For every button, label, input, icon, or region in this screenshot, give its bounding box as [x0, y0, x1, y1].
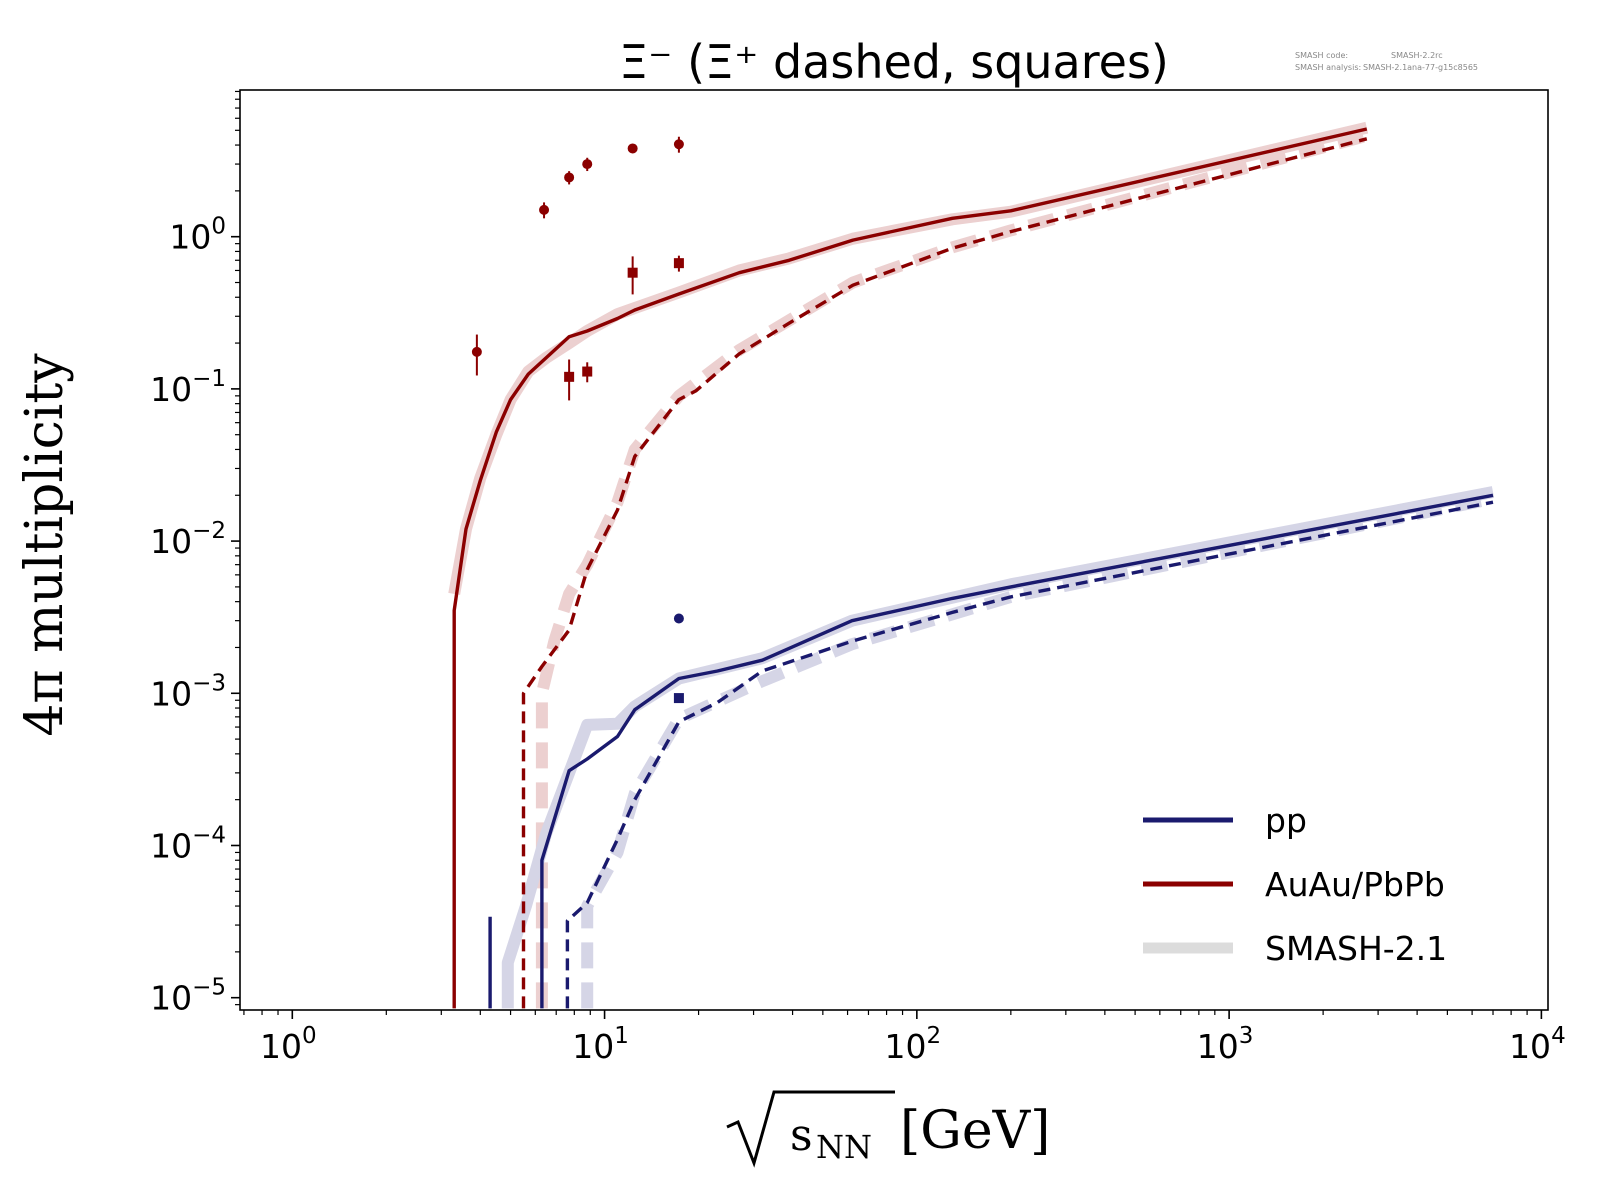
model-lines: [452, 127, 1494, 1009]
data-point-circle: [673, 139, 684, 150]
data-point-circle: [539, 204, 550, 215]
x-axis-title-variable: s: [790, 1110, 813, 1161]
radical-sign: [726, 1090, 895, 1168]
plot-area: [448, 121, 1495, 1009]
smash-analysis-label: SMASH analysis:: [1295, 63, 1361, 72]
x-axis-title: s NN [GeV]: [726, 1090, 1050, 1168]
x-tick-label: 102: [885, 1023, 942, 1066]
smash-code-value: SMASH-2.2rc: [1391, 51, 1443, 60]
data-point-circle: [673, 613, 684, 624]
smash-code-label: SMASH code:: [1295, 51, 1348, 60]
data-point-circle: [564, 172, 575, 183]
legend-label-smash: SMASH-2.1: [1265, 929, 1447, 968]
legend-label-pp: pp: [1265, 801, 1307, 840]
legend: pp AuAu/PbPb SMASH-2.1: [1143, 801, 1447, 968]
y-tick-label: 10−2: [150, 518, 226, 561]
y-axis-title: 4π multiplicity: [15, 353, 75, 737]
x-tick-label: 100: [260, 1023, 317, 1066]
series-line-1: [521, 137, 1368, 1009]
data-point-square: [582, 366, 593, 377]
data-point-square: [673, 258, 684, 269]
series-line-0: [452, 127, 1368, 1009]
data-point-square: [627, 267, 638, 278]
chart-title: Ξ⁻ (Ξ⁺ dashed, squares): [619, 35, 1169, 89]
x-tick-label: 103: [1197, 1023, 1254, 1066]
data-point-square: [673, 693, 684, 704]
smash-analysis-value: SMASH-2.1ana-77-g15c8565: [1363, 63, 1478, 72]
smash-band-0: [448, 121, 1369, 595]
y-tick-label: 10−3: [150, 670, 226, 713]
smash-band-1: [535, 130, 1369, 1009]
x-tick-label: 101: [572, 1023, 629, 1066]
data-point-square: [564, 371, 575, 382]
y-tick-label: 10−4: [150, 822, 226, 865]
x-tick-label: 104: [1509, 1023, 1566, 1066]
data-point-circle: [627, 143, 638, 154]
y-tick-label: 10−1: [150, 366, 226, 409]
data-point-circle: [471, 346, 482, 357]
plot-frame: [239, 89, 1549, 1011]
data-point-circle: [582, 159, 593, 170]
series-line-2: [540, 493, 1494, 1009]
legend-label-auau: AuAu/PbPb: [1265, 865, 1445, 904]
x-axis-title-subscript: NN: [816, 1128, 872, 1166]
y-tick-label: 100: [169, 214, 226, 257]
y-tick-label: 10−5: [150, 975, 226, 1018]
data-points: [471, 136, 684, 704]
x-axis-title-unit: [GeV]: [900, 1101, 1050, 1161]
